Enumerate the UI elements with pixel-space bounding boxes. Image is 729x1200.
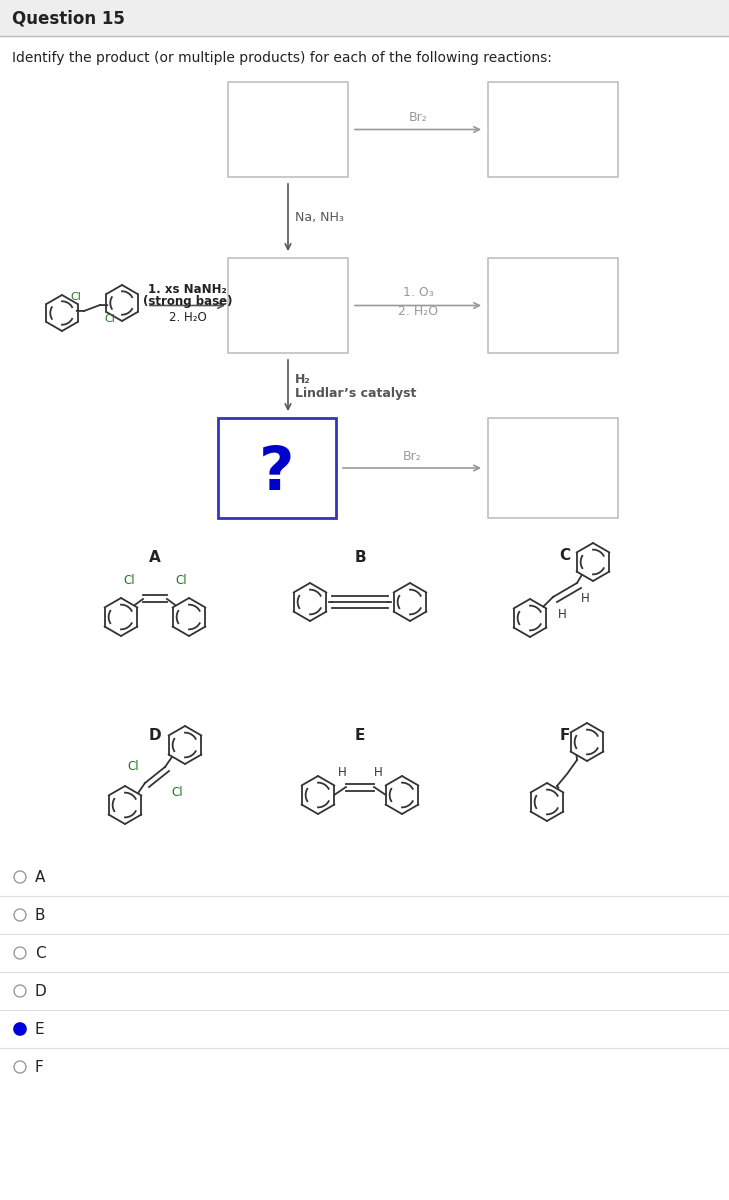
Text: Cl: Cl bbox=[175, 575, 187, 588]
Bar bbox=[488, 82, 618, 176]
Text: C: C bbox=[559, 547, 571, 563]
Text: Cl: Cl bbox=[171, 786, 183, 799]
Text: (strong base): (strong base) bbox=[143, 295, 233, 308]
Text: Cl: Cl bbox=[104, 314, 115, 324]
Text: E: E bbox=[35, 1021, 44, 1037]
Text: F: F bbox=[35, 1060, 44, 1074]
Text: Question 15: Question 15 bbox=[12, 8, 125, 26]
Text: Lindlar’s catalyst: Lindlar’s catalyst bbox=[295, 386, 416, 400]
Text: Cl: Cl bbox=[123, 575, 135, 588]
Text: A: A bbox=[35, 870, 45, 884]
Circle shape bbox=[14, 947, 26, 959]
Circle shape bbox=[14, 1022, 26, 1034]
Text: E: E bbox=[355, 728, 365, 744]
Text: H: H bbox=[374, 766, 383, 779]
Text: D: D bbox=[149, 728, 161, 744]
Text: D: D bbox=[35, 984, 47, 998]
Bar bbox=[228, 82, 348, 176]
Text: H: H bbox=[558, 608, 566, 622]
Text: Cl: Cl bbox=[71, 292, 82, 302]
Text: Identify the product (or multiple products) for each of the following reactions:: Identify the product (or multiple produc… bbox=[12, 50, 552, 65]
Text: B: B bbox=[354, 551, 366, 565]
Circle shape bbox=[14, 910, 26, 922]
Bar bbox=[228, 258, 348, 353]
Text: 2. H₂O: 2. H₂O bbox=[168, 311, 206, 324]
Text: Br₂: Br₂ bbox=[402, 450, 421, 462]
Bar bbox=[0, 0, 729, 36]
Text: Cl: Cl bbox=[127, 761, 139, 774]
Text: B: B bbox=[35, 907, 45, 923]
Text: 1. xs NaNH₂: 1. xs NaNH₂ bbox=[148, 283, 227, 296]
Text: Br₂: Br₂ bbox=[409, 110, 427, 124]
Text: H₂: H₂ bbox=[295, 373, 311, 386]
Circle shape bbox=[14, 985, 26, 997]
Bar bbox=[218, 418, 336, 518]
Text: H: H bbox=[580, 592, 589, 605]
Bar bbox=[488, 258, 618, 353]
Text: 2. H₂O: 2. H₂O bbox=[398, 305, 438, 318]
Text: C: C bbox=[35, 946, 46, 960]
Bar bbox=[488, 418, 618, 518]
Text: F: F bbox=[560, 728, 570, 744]
Text: H: H bbox=[338, 766, 346, 779]
Text: Na, NH₃: Na, NH₃ bbox=[295, 211, 344, 224]
Text: A: A bbox=[149, 551, 161, 565]
Text: ?: ? bbox=[260, 444, 295, 503]
Circle shape bbox=[14, 871, 26, 883]
Text: 1. O₃: 1. O₃ bbox=[402, 286, 433, 299]
Circle shape bbox=[14, 1061, 26, 1073]
